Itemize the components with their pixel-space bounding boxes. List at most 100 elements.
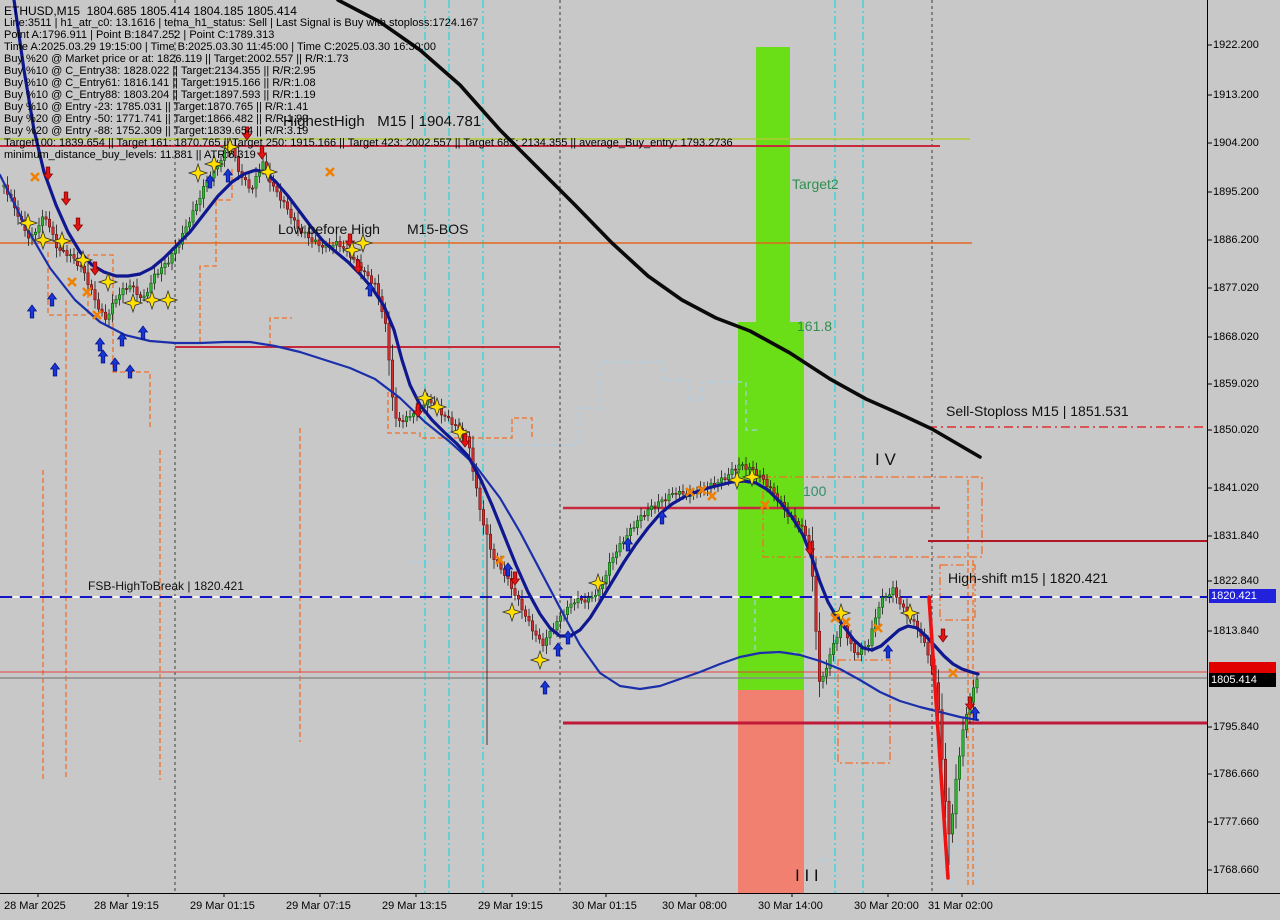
candle-body [202,186,206,199]
candle-body [390,359,394,398]
buy-arrow-icon [364,282,376,297]
candle-body [523,609,527,617]
candle-body [761,474,765,480]
price-axis-label: 1768.660 [1213,864,1259,876]
candle-body [583,599,587,603]
sell-arrow-icon [412,403,424,418]
candle-body [509,578,513,589]
candle-body [244,177,248,181]
candle-body [653,505,657,508]
buy-arrow-icon [26,304,38,319]
candle-body [313,239,317,242]
star-signal-icon [501,601,523,623]
price-axis[interactable] [1207,0,1280,893]
candle-body [768,486,772,489]
candle-body [950,813,954,835]
candle-body [397,417,401,421]
time-axis[interactable] [0,893,1280,920]
sell-arrow-icon [241,126,253,141]
candle-body [47,218,51,228]
sell-arrow-icon [964,696,976,711]
price-axis-label: 1841.020 [1213,482,1259,494]
candle-body [530,620,534,632]
price-axis-label: 1886.200 [1213,234,1259,246]
price-axis-label: 1850.020 [1213,424,1259,436]
cross-signal-icon [760,500,770,510]
candle-body [146,292,150,297]
candle-body [237,155,241,172]
candle-body [772,487,776,495]
candle-body [747,466,751,470]
candle-body [642,515,646,517]
candle-body [677,491,681,495]
candle-body [429,399,433,404]
signal-box [939,564,976,621]
channel-step-line [408,361,758,563]
candle-body [205,182,209,187]
candle-body [961,729,965,757]
annotation-wave-iii: I I I [795,866,819,885]
candle-body [607,562,611,576]
price-axis-label: 1813.840 [1213,625,1259,637]
candle-body [632,527,636,529]
fibo-band [756,47,790,322]
candle-body [681,491,685,495]
price-axis-label: 1795.840 [1213,721,1259,733]
annotation-low-before-high: Low before High [278,221,380,237]
star-signal-icon [141,289,163,311]
candle-body [167,262,171,265]
candle-body [320,245,324,248]
candle-body [856,652,860,656]
candle-body [278,191,282,201]
candle-body [719,477,723,483]
candle-body [866,645,870,648]
candle-body [821,675,825,682]
cross-signal-icon [495,555,505,565]
candle-body [37,225,41,233]
candle-body [558,615,562,622]
candle-body [478,487,482,510]
star-signal-icon [741,466,763,488]
candle-body [660,499,664,503]
candle-body [125,288,129,290]
candle-body [299,228,303,234]
candle-body [572,602,576,605]
cross-signal-icon [82,287,92,297]
candle-body [758,474,762,477]
candle-body [128,285,132,290]
star-signal-icon [187,162,209,184]
candle-body [65,250,69,256]
candle-body [723,477,727,481]
star-signal-icon [17,212,39,234]
ask-price-badge [1209,662,1276,674]
candle-body [292,217,296,221]
time-axis-label: 29 Mar 19:15 [478,900,543,912]
candle-body [142,295,146,298]
candle-body [61,250,65,252]
candle-body [362,270,366,273]
candle-body [667,494,671,501]
candle-body [443,414,447,417]
candle-body [569,603,573,608]
candle-body [195,204,199,211]
candle-body [852,643,856,653]
annotation-highest-high: HighestHigh M15 | 1904.781 [283,113,482,130]
star-signal-icon [203,153,225,175]
candle-body [803,525,807,536]
candle-body [726,474,730,481]
buy-arrow-icon [222,168,234,183]
signal-step-line [269,317,292,346]
candle-body [450,417,454,425]
cross-signal-icon [707,491,717,501]
candle-body [261,161,265,171]
red-trendline [927,595,950,880]
candle-body [807,535,811,542]
candle-body [369,275,373,284]
candle-body [135,286,139,296]
candle-body [579,598,583,601]
buy-arrow-icon [969,706,981,721]
candle-body [544,637,548,646]
candle-body [334,241,338,246]
candle-body [817,630,821,682]
